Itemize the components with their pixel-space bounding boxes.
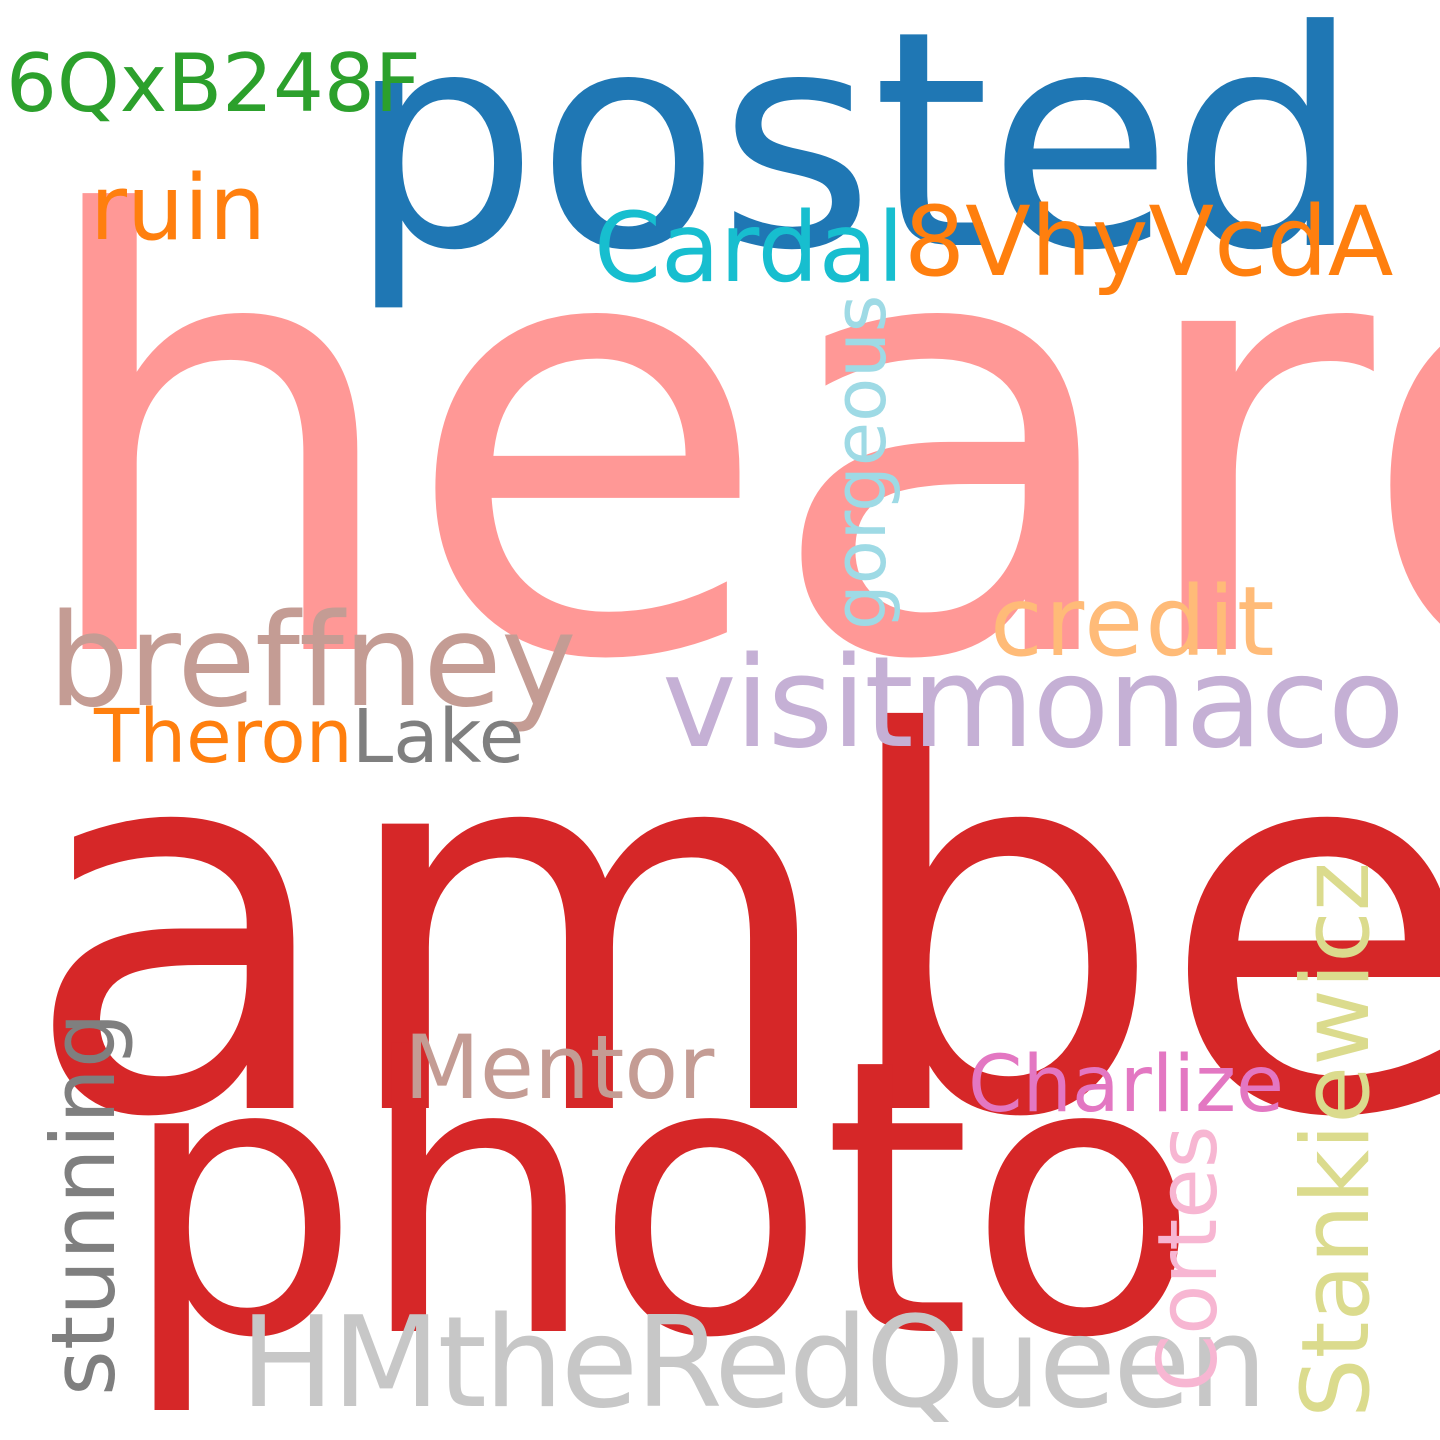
- word-8vhyvcda: 8VhyVcdA: [904, 186, 1394, 298]
- word-ruin: ruin: [90, 156, 267, 261]
- word-hmtheredqueen: HMtheRedQueen: [240, 1289, 1268, 1436]
- word-stunning: stunning: [32, 1012, 135, 1396]
- word-charlize: Charlize: [968, 1040, 1285, 1130]
- word-lake: Lake: [352, 694, 525, 780]
- word-breffney: breffney: [48, 587, 577, 736]
- word-heard: heard: [28, 92, 1440, 791]
- word-gorgeous: gorgeous: [818, 294, 902, 630]
- word-cardal: Cardal: [594, 192, 905, 304]
- word-mentor: Mentor: [404, 1016, 715, 1119]
- word-visitmonaco: visitmonaco: [662, 629, 1405, 776]
- word-stankiewicz: Stankiewicz: [1282, 861, 1391, 1418]
- word-credit: credit: [990, 566, 1277, 678]
- word-cortes: Cortes: [1141, 1125, 1236, 1392]
- word-6qxb248f: 6QxB248F: [6, 37, 421, 130]
- word-posted: posted: [348, 0, 1361, 316]
- word-theron: Theron: [94, 694, 353, 780]
- word-amber: amber: [22, 625, 1440, 1231]
- word-photo: photo: [120, 978, 1200, 1421]
